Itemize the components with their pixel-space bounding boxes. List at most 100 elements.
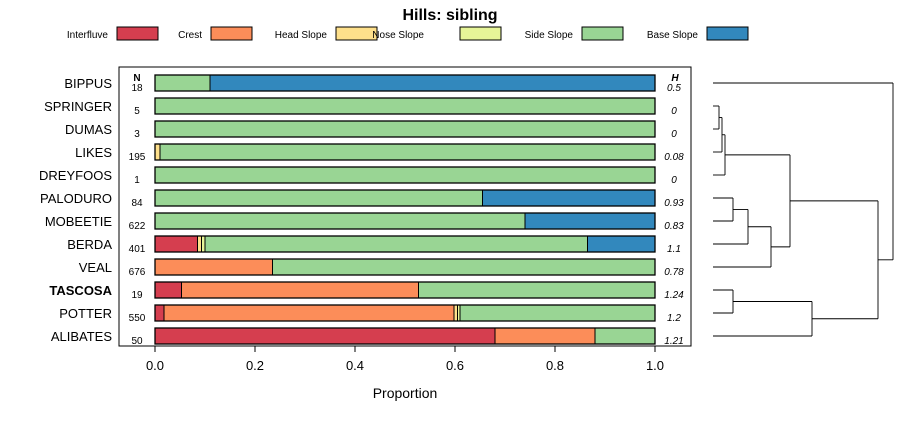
- bar-potter-crest: [163, 304, 455, 322]
- n-value-paloduro: 84: [131, 198, 143, 209]
- n-value-potter: 550: [129, 313, 146, 324]
- legend-swatch-interfluve: [116, 26, 159, 41]
- bar-potter-side-slope: [459, 304, 656, 322]
- bar-outline-dreyfoos: [154, 166, 656, 184]
- bar-alibates-crest: [494, 327, 596, 345]
- bar-potter-head-slope: [453, 304, 458, 322]
- row-label-paloduro: PALODURO: [40, 191, 112, 206]
- row-label-potter: POTTER: [59, 306, 112, 321]
- bar-dreyfoos-side-slope: [154, 166, 656, 184]
- row-label-alibates: ALIBATES: [51, 329, 113, 344]
- bar-potter-interfluve: [154, 304, 165, 322]
- bar-outline-alibates: [154, 327, 656, 345]
- x-tick-label: 0.2: [246, 358, 264, 373]
- bar-berda-interfluve: [154, 235, 198, 253]
- chart-title: Hills: sibling: [402, 7, 497, 24]
- legend-label-nose-slope: Nose Slope: [372, 30, 424, 41]
- legend-swatch-side-slope: [581, 26, 624, 41]
- bar-springer-side-slope: [154, 97, 656, 115]
- x-axis-title: Proportion: [373, 385, 438, 401]
- bar-veal-crest: [154, 258, 273, 276]
- bar-bippus-base-slope: [209, 74, 656, 92]
- bar-outline-tascosa: [154, 281, 656, 299]
- h-value-springer: 0: [671, 106, 677, 117]
- x-tick-label: 0.4: [346, 358, 364, 373]
- n-value-dumas: 3: [134, 129, 140, 140]
- n-value-berda: 401: [129, 244, 146, 255]
- legend-label-side-slope: Side Slope: [525, 30, 574, 41]
- h-value-berda: 1.1: [667, 244, 681, 255]
- row-label-berda: BERDA: [67, 237, 112, 252]
- x-tick-label: 0.8: [546, 358, 564, 373]
- legend-swatch-base-slope: [706, 26, 749, 41]
- h-value-dreyfoos: 0: [671, 175, 677, 186]
- legend-label-base-slope: Base Slope: [647, 30, 699, 41]
- n-value-tascosa: 19: [131, 290, 143, 301]
- bar-outline-springer: [154, 97, 656, 115]
- h-value-paloduro: 0.93: [664, 198, 684, 209]
- bar-bippus-side-slope: [154, 74, 211, 92]
- x-tick-label: 1.0: [646, 358, 664, 373]
- bar-tascosa-side-slope: [418, 281, 656, 299]
- bar-outline-berda: [154, 235, 656, 253]
- bar-paloduro-side-slope: [154, 189, 483, 207]
- bar-tascosa-crest: [181, 281, 419, 299]
- bar-outline-mobeetie: [154, 212, 656, 230]
- legend-label-head-slope: Head Slope: [275, 30, 328, 41]
- legend-swatch-nose-slope: [459, 26, 502, 41]
- n-value-likes: 195: [129, 152, 146, 163]
- x-tick-label: 0.0: [146, 358, 164, 373]
- bar-outline-paloduro: [154, 189, 656, 207]
- h-value-likes: 0.08: [664, 152, 684, 163]
- h-value-alibates: 1.21: [664, 336, 683, 347]
- n-value-mobeetie: 622: [129, 221, 146, 232]
- row-label-veal: VEAL: [79, 260, 112, 275]
- bar-outline-potter: [154, 304, 656, 322]
- h-value-potter: 1.2: [667, 313, 681, 324]
- legend-swatch-crest: [210, 26, 253, 41]
- n-value-bippus: 18: [131, 83, 143, 94]
- bar-berda-nose-slope: [201, 235, 206, 253]
- bar-alibates-interfluve: [154, 327, 496, 345]
- bar-mobeetie-side-slope: [154, 212, 526, 230]
- dendrogram: [713, 82, 894, 337]
- n-value-springer: 5: [134, 106, 140, 117]
- bar-dumas-side-slope: [154, 120, 656, 138]
- row-label-bippus: BIPPUS: [64, 76, 112, 91]
- n-column-header: N: [133, 73, 140, 84]
- bar-berda-head-slope: [197, 235, 202, 253]
- bar-tascosa-interfluve: [154, 281, 182, 299]
- row-label-tascosa: TASCOSA: [49, 283, 112, 298]
- bar-outline-bippus: [154, 74, 656, 92]
- row-label-likes: LIKES: [75, 145, 112, 160]
- bar-mobeetie-base-slope: [524, 212, 656, 230]
- h-column-header: H: [671, 73, 679, 84]
- bar-outline-dumas: [154, 120, 656, 138]
- bar-paloduro-base-slope: [482, 189, 656, 207]
- n-value-veal: 676: [129, 267, 146, 278]
- h-value-mobeetie: 0.83: [664, 221, 684, 232]
- h-value-tascosa: 1.24: [664, 290, 684, 301]
- legend-swatch-head-slope: [335, 26, 378, 41]
- n-value-dreyfoos: 1: [134, 175, 140, 186]
- h-value-dumas: 0: [671, 129, 677, 140]
- bar-veal-side-slope: [272, 258, 656, 276]
- bar-outline-likes: [154, 143, 656, 161]
- row-label-dumas: DUMAS: [65, 122, 112, 137]
- row-label-mobeetie: MOBEETIE: [45, 214, 113, 229]
- plot-frame: [118, 66, 692, 347]
- bar-outline-veal: [154, 258, 656, 276]
- bar-likes-head-slope: [154, 143, 161, 161]
- legend-label-crest: Crest: [178, 30, 202, 41]
- bar-alibates-side-slope: [594, 327, 656, 345]
- row-label-springer: SPRINGER: [44, 99, 112, 114]
- legend-label-interfluve: Interfluve: [67, 30, 109, 41]
- n-value-alibates: 50: [131, 336, 143, 347]
- x-tick-label: 0.6: [446, 358, 464, 373]
- bar-berda-side-slope: [204, 235, 588, 253]
- bar-berda-base-slope: [587, 235, 656, 253]
- bar-likes-side-slope: [159, 143, 656, 161]
- row-label-dreyfoos: DREYFOOS: [39, 168, 112, 183]
